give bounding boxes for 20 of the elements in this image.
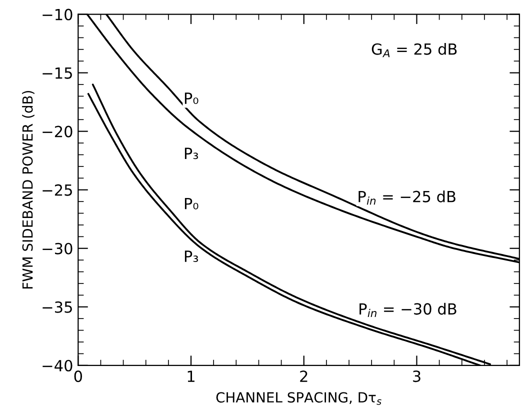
- y-axis-title: FWM SIDEBAND POWER (dB): [22, 90, 34, 289]
- annotation: P$_{in}$ = −25 dB: [358, 190, 456, 205]
- x-axis-title: CHANNEL SPACING, Dτ$_{s}$: [216, 392, 382, 405]
- annotation: P₀: [184, 92, 198, 104]
- annotation: G$_{A}$ = 25 dB: [372, 43, 457, 58]
- y-tick-label: −40: [42, 360, 72, 372]
- y-tick-label: −30: [42, 242, 72, 254]
- x-tick-label: 3: [413, 370, 420, 382]
- annotation: P$_{in}$ = −30 dB: [360, 302, 456, 317]
- x-tick-label: 2: [300, 370, 308, 382]
- x-tick-label: 1: [188, 370, 194, 382]
- annotation: P₃: [184, 250, 198, 262]
- y-tick-label: −10: [42, 8, 72, 20]
- y-tick-label: −25: [42, 184, 72, 196]
- annotation: P₀: [184, 198, 198, 210]
- y-tick-label: −20: [42, 126, 72, 138]
- y-tick-label: −35: [42, 301, 72, 313]
- y-tick-label: −15: [42, 67, 72, 79]
- annotation: P₃: [184, 148, 198, 160]
- x-tick-label: 0: [74, 370, 82, 382]
